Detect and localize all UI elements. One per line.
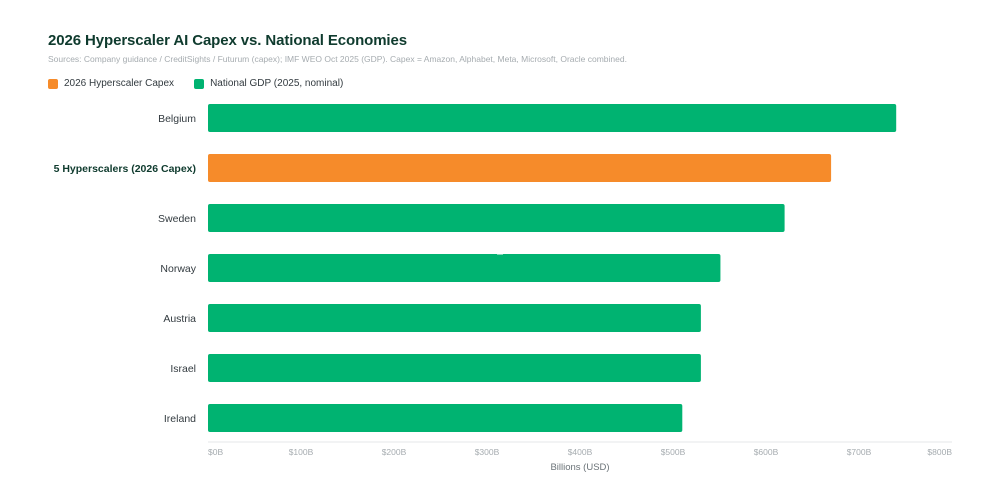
category-label: Norway [160, 263, 196, 275]
category-labels-group: Belgium 5 Hyperscalers (2026 Capex) Sweden… [54, 113, 197, 425]
legend-label-gdp: National GDP (2025, nominal) [210, 78, 344, 89]
category-label: Ireland [164, 413, 196, 425]
x-tick-labels-group: $0B $100B $200B $300B $400B $500B $600B $700B $8… [208, 447, 952, 457]
category-label: Israel [170, 363, 196, 375]
legend-item-gdp[interactable]: National GDP (2025, nominal) [194, 78, 343, 89]
x-tick-label: $600B [754, 447, 779, 457]
bar-austria[interactable] [208, 304, 701, 332]
tooltip-caret-artifact [497, 253, 503, 255]
x-tick-label: $100B [289, 447, 314, 457]
legend-swatch-capex [48, 78, 58, 89]
bar-belgium[interactable] [208, 104, 897, 132]
x-tick-label: $300B [475, 447, 500, 457]
bar-ireland[interactable] [208, 404, 683, 432]
category-label: Belgium [158, 113, 196, 125]
category-label: Austria [163, 313, 196, 325]
legend: 2026 Hyperscaler Capex National GDP (202… [48, 78, 363, 89]
bar-sweden[interactable] [208, 204, 785, 232]
category-label: Sweden [158, 213, 196, 225]
bars-group [208, 104, 897, 432]
bar-israel[interactable] [208, 354, 701, 382]
bar-5-hyperscalers-2026-capex[interactable] [208, 154, 832, 182]
legend-item-capex[interactable]: 2026 Hyperscaler Capex [48, 78, 174, 89]
legend-label-capex: 2026 Hyperscaler Capex [64, 78, 175, 89]
bar-norway[interactable] [208, 254, 721, 282]
x-tick-label: $800B [927, 447, 952, 457]
legend-swatch-gdp [194, 78, 205, 89]
x-tick-label: $500B [661, 447, 686, 457]
x-axis-title: Billions (USD) [550, 462, 609, 473]
x-tick-label: $0B [208, 447, 223, 457]
category-label: 5 Hyperscalers (2026 Capex) [54, 163, 196, 175]
x-tick-label: $200B [382, 447, 407, 457]
x-tick-label: $400B [568, 447, 593, 457]
chart-title: 2026 Hyperscaler AI Capex vs. National E… [48, 32, 407, 49]
chart-subtitle: Sources: Company guidance / CreditSights… [48, 54, 627, 64]
x-tick-label: $700B [847, 447, 872, 457]
